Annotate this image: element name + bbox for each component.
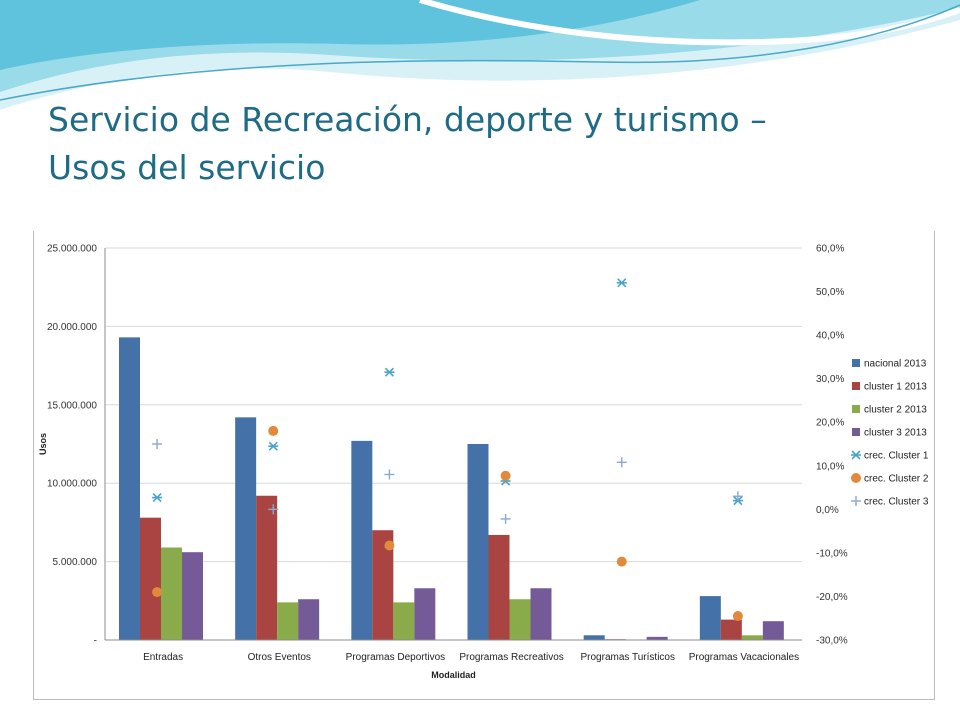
bar: [161, 547, 182, 640]
marker-plus: [384, 469, 395, 480]
y2-tick-label: 30,0%: [816, 374, 844, 385]
marker-plus: [268, 504, 279, 515]
y2-tick-label: -30,0%: [816, 636, 848, 647]
y2-tick-label: 60,0%: [816, 244, 844, 255]
bar: [277, 602, 299, 640]
legend-item: cluster 2 2013: [852, 405, 927, 416]
legend-item: crec. Cluster 2: [851, 473, 929, 485]
y-tick-label: 25.000.000: [47, 244, 97, 255]
legend-label: cluster 1 2013: [864, 382, 927, 393]
legend-swatch: [852, 382, 860, 390]
bar: [372, 530, 394, 640]
bar: [646, 636, 668, 640]
y-tick-label: 20.000.000: [47, 322, 97, 333]
bar: [182, 552, 203, 640]
legend-label: crec. Cluster 3: [864, 497, 929, 508]
legend-item: cluster 3 2013: [852, 428, 927, 439]
legend-item: crec. Cluster 3: [851, 496, 929, 508]
y-tick-label: -: [94, 636, 97, 647]
y-tick-label: 15.000.000: [47, 400, 97, 411]
legend-item: crec. Cluster 1: [851, 450, 929, 462]
marker-star: [384, 367, 395, 377]
slide-title: Servicio de Recreación, deporte y turism…: [48, 96, 928, 192]
bar: [235, 417, 257, 640]
category-label: Programas Vacacionales: [689, 652, 799, 663]
marker-plus: [152, 439, 163, 449]
marker-dot: [152, 587, 163, 598]
bar: [140, 517, 161, 640]
legend-swatch: [852, 428, 860, 436]
bar: [530, 588, 552, 640]
axis-tick-labels: - 5.000.000 10.000.000 15.000.000 20.000.000…: [47, 244, 848, 647]
legend-item: nacional 2013: [852, 359, 927, 370]
marker-star: [268, 441, 279, 451]
bar: [467, 444, 489, 640]
y2-tick-label: 40,0%: [816, 331, 844, 342]
slide-title-line-2: Usos del servicio: [48, 148, 326, 187]
legend-label: crec. Cluster 2: [864, 474, 929, 485]
category-label: Programas Recreativos: [459, 652, 563, 663]
slide-title-line-1: Servicio de Recreación, deporte y turism…: [48, 100, 767, 139]
marker-star: [152, 493, 163, 503]
category-labels: Entradas Otros Eventos Programas Deportivo…: [143, 652, 799, 663]
bar: [488, 534, 510, 640]
legend-item: cluster 1 2013: [852, 382, 927, 393]
y-axis-title: Usos: [38, 433, 48, 455]
gridlines: [105, 247, 802, 563]
x-axis-title: Modalidad: [431, 670, 476, 680]
bar: [509, 599, 531, 640]
bar: [256, 495, 278, 640]
marker-star: [851, 450, 861, 460]
wave-header-decoration: [0, 0, 960, 110]
wave-band-dark: [0, 0, 700, 70]
y-tick-label: 5.000.000: [53, 557, 98, 568]
marker-plus: [616, 457, 627, 468]
bar: [762, 621, 784, 640]
y2-tick-label: 20,0%: [816, 418, 844, 429]
usage-chart: - 5.000.000 10.000.000 15.000.000 20.000.000…: [38, 244, 929, 681]
marker-plus: [851, 496, 861, 506]
bar: [393, 602, 415, 640]
bar: [720, 619, 742, 640]
marker-plus: [500, 513, 511, 524]
bar-series-group: [119, 337, 784, 641]
marker-series-group: [152, 278, 743, 622]
y2-tick-label: -20,0%: [816, 592, 848, 603]
marker-dot: [616, 556, 627, 567]
legend-label: nacional 2013: [864, 359, 927, 370]
legend-label: crec. Cluster 1: [864, 451, 929, 462]
bar: [414, 588, 436, 640]
legend-swatch: [852, 359, 860, 367]
marker-star: [616, 278, 627, 288]
chart-frame: - 5.000.000 10.000.000 15.000.000 20.000.000…: [33, 231, 935, 700]
marker-dot: [500, 470, 511, 481]
category-label: Entradas: [143, 652, 183, 663]
category-label: Programas Deportivos: [346, 652, 445, 663]
bar: [741, 635, 763, 640]
legend-label: cluster 3 2013: [864, 428, 927, 439]
legend-label: cluster 2 2013: [864, 405, 927, 416]
bar: [699, 596, 721, 640]
marker-dot: [268, 425, 279, 436]
wave-thin-line: [0, 4, 960, 101]
marker-dot: [732, 611, 743, 622]
y2-tick-label: 10,0%: [816, 461, 844, 472]
y2-tick-label: 0,0%: [816, 505, 839, 516]
y2-tick-label: 50,0%: [816, 287, 844, 298]
bar: [298, 599, 320, 640]
category-label: Otros Eventos: [248, 652, 311, 663]
marker-plus: [732, 491, 743, 502]
bar: [583, 635, 605, 640]
legend-swatch: [852, 405, 860, 413]
category-label: Programas Turísticos: [581, 652, 675, 663]
bar: [119, 337, 140, 640]
chart-legend: nacional 2013 cluster 1 2013 cluster 2 201…: [851, 359, 929, 508]
y-tick-label: 10.000.000: [47, 479, 97, 490]
marker-dot: [384, 540, 395, 551]
bar: [351, 440, 373, 640]
y2-tick-label: -10,0%: [816, 548, 848, 559]
marker-dot: [851, 473, 861, 483]
axes: [104, 248, 802, 641]
